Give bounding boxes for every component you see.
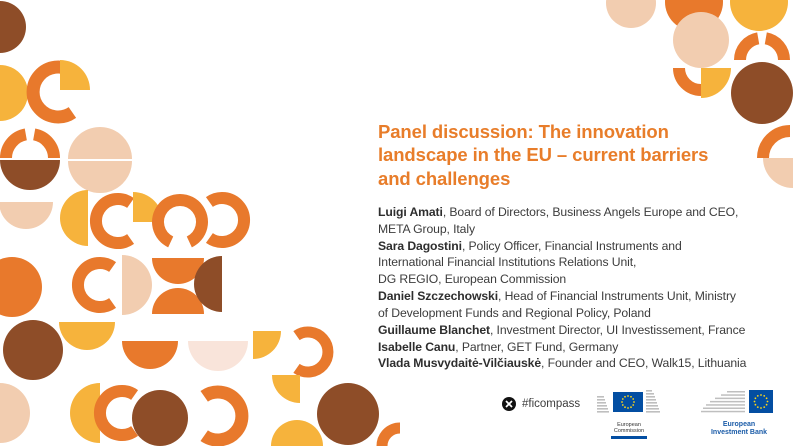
eib-logo-line2: Investment Bank [710,428,768,436]
speaker-role: , Partner, GET Fund, Germany [455,339,619,354]
ec-flag-icon [597,390,660,413]
eib-logo-line1: European [722,421,756,428]
speaker-role: , Head of Financial Instruments Unit, Mi… [378,289,736,320]
speaker-entry: Guillaume Blanchet, Investment Director,… [378,322,790,339]
ec-logo-text: European Commission [596,422,662,435]
ec-logo-underline [611,436,647,439]
speaker-name: Sara Dagostini [378,238,462,253]
ec-logo-line1: European [617,422,641,428]
speaker-list: Luigi Amati, Board of Directors, Busines… [378,204,790,372]
slide-title: Panel discussion: The innovation landsca… [378,121,709,189]
speaker-role: , Policy Officer, Financial Instruments … [378,238,682,287]
european-commission-logo: European Commission [596,386,662,439]
european-investment-bank-logo: European Investment Bank [688,390,790,437]
pattern-left [0,1,401,446]
speaker-name: Guillaume Blanchet [378,322,490,337]
slide-content: Panel discussion: The innovation landsca… [378,120,790,372]
speaker-role: , Founder and CEO, Walk15, Lithuania [541,356,747,371]
speaker-entry: Daniel Szczechowski, Head of Financial I… [378,288,790,322]
eib-logo-text: European Investment Bank [688,421,790,437]
speaker-role: , Board of Directors, Business Angels Eu… [378,204,739,236]
speaker-name: Isabelle Canu [378,339,456,354]
speaker-entry: Luigi Amati, Board of Directors, Busines… [378,204,790,238]
eib-flag-icon [701,390,773,413]
speaker-entry: Vlada Musvydaitė-Vilčiauskė, Founder and… [378,355,790,372]
speaker-name: Vlada Musvydaitė-Vilčiauskė [378,356,542,371]
pattern-top-right [606,0,793,188]
speaker-role: , Investment Director, UI Investissement… [489,322,746,337]
hashtag-block: #ficompass [502,397,580,411]
slide-footer: #ficompass [0,384,793,446]
speaker-entry: Isabelle Canu, Partner, GET Fund, German… [378,339,790,356]
ec-logo-line2: Commission [613,428,645,435]
speaker-entry: Sara Dagostini, Policy Officer, Financia… [378,238,790,288]
hashtag-label: #ficompass [522,398,581,410]
speaker-name: Daniel Szczechowski [378,289,499,304]
x-social-icon [502,397,516,411]
speaker-name: Luigi Amati [378,204,443,219]
